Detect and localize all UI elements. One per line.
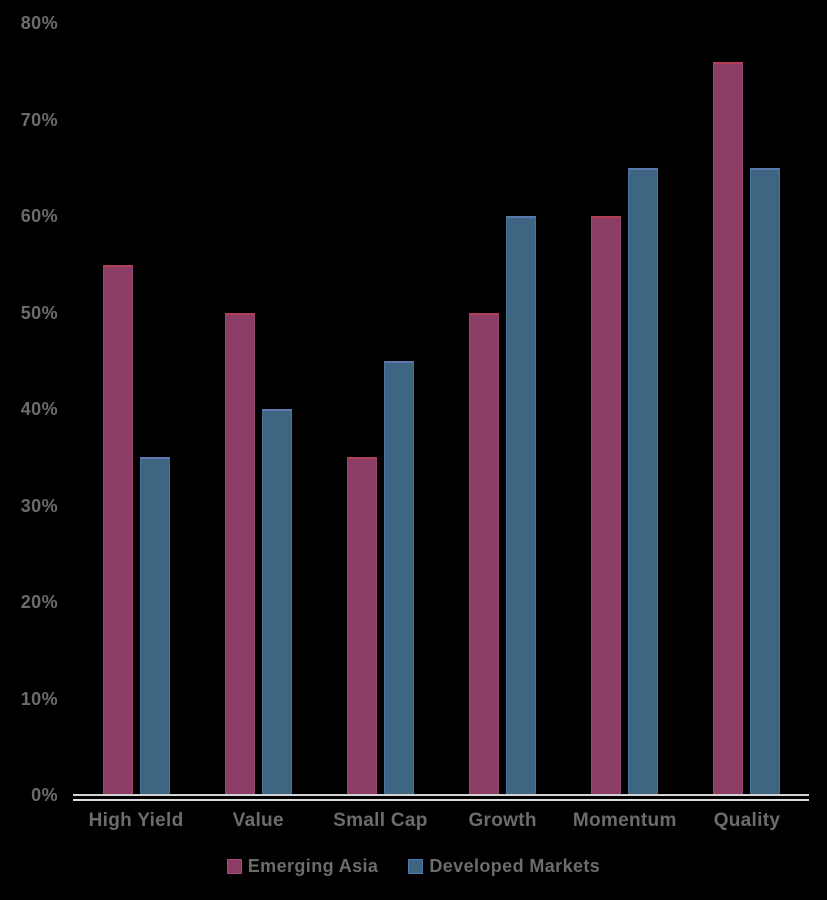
legend-label: Developed Markets <box>429 856 601 876</box>
category-slot-small-cap <box>319 0 441 795</box>
x-axis-labels: High Yield Value Small Cap Growth Momentum Qu… <box>75 810 808 832</box>
y-tick-label-20: 20% <box>20 592 58 613</box>
y-tick-label-10: 10% <box>20 688 58 709</box>
y-tick-label-50: 50% <box>20 302 58 323</box>
y-tick-label-0: 0% <box>31 785 58 805</box>
x-category-label-small-cap: Small Cap <box>333 810 428 831</box>
legend: Emerging Asia Developed Markets <box>0 856 827 877</box>
x-category-label-momentum: Momentum <box>572 810 677 831</box>
bar-emerging-asia-high-yield <box>102 265 133 795</box>
category-slot-momentum <box>564 0 686 795</box>
y-tick-label-40: 40% <box>20 399 58 420</box>
x-category-label-high-yield: High Yield <box>88 810 184 831</box>
bar-developed-markets-quality <box>750 168 781 795</box>
category-slot-growth <box>442 0 564 795</box>
plot-area <box>75 0 808 795</box>
x-category-label-value: Value <box>232 810 284 831</box>
y-tick-label-30: 30% <box>20 495 58 516</box>
bar-developed-markets-value <box>261 409 292 795</box>
legend-label: Emerging Asia <box>247 856 379 876</box>
bar-developed-markets-small-cap <box>383 361 414 795</box>
bar-emerging-asia-growth <box>469 313 500 795</box>
category-slot-value <box>197 0 319 795</box>
bar-emerging-asia-quality <box>713 62 744 795</box>
y-tick-label-60: 60% <box>20 206 58 227</box>
legend-swatch-icon <box>226 859 242 874</box>
bar-developed-markets-growth <box>506 216 537 795</box>
y-tick-label-80: 80% <box>20 13 58 34</box>
bar-emerging-asia-value <box>224 313 255 795</box>
legend-item-developed-markets: Developed Markets <box>408 856 600 877</box>
bar-developed-markets-momentum <box>628 168 659 795</box>
category-slot-high-yield <box>75 0 197 795</box>
category-slot-quality <box>686 0 808 795</box>
bar-developed-markets-high-yield <box>139 457 170 795</box>
legend-swatch-icon <box>408 859 424 874</box>
x-category-label-growth: Growth <box>468 810 537 831</box>
y-tick-label-70: 70% <box>20 109 58 130</box>
bar-emerging-asia-momentum <box>591 216 622 795</box>
x-category-label-quality: Quality <box>713 810 781 831</box>
x-axis-line <box>73 794 809 801</box>
bar-emerging-asia-small-cap <box>346 457 377 795</box>
legend-item-emerging-asia: Emerging Asia <box>226 856 379 877</box>
